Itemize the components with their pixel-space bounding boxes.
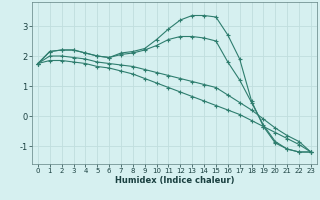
X-axis label: Humidex (Indice chaleur): Humidex (Indice chaleur) — [115, 176, 234, 185]
